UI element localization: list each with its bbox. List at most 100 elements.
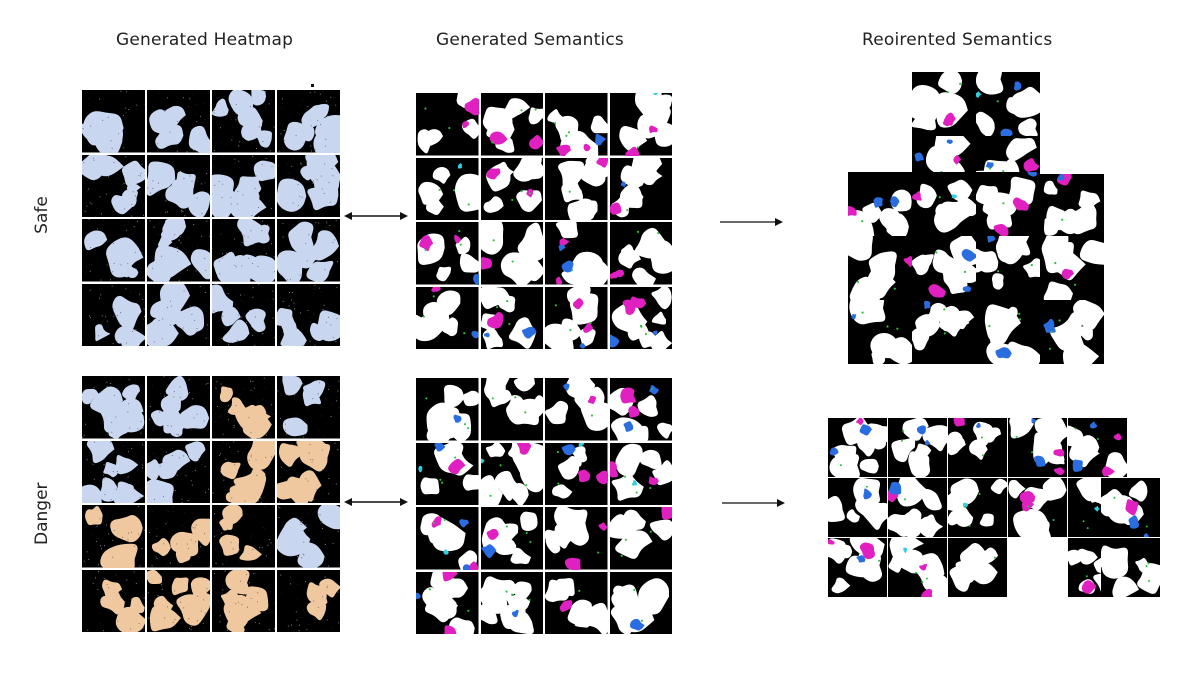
map-tile [545,222,608,285]
map-tile [212,440,275,503]
danger-reoriented-map [828,418,1160,598]
map-tile [147,440,210,503]
map-tile [212,283,275,346]
map-tile [1040,300,1104,364]
map-tile [888,538,947,597]
map-tile [82,219,145,282]
column-title-reoriented: Reoirented Semantics [862,30,1053,50]
map-tile [609,222,672,285]
map-tile [1101,538,1160,597]
map-tile [609,571,672,634]
map-tile [912,300,976,364]
safe-semantics-grid [416,93,672,349]
map-tile [609,507,672,570]
map-tile [480,442,543,505]
map-tile [480,378,543,441]
map-tile [277,440,340,503]
map-tile [545,286,608,349]
row-label-safe: Safe [32,196,52,234]
map-tile [948,418,1007,477]
map-tile [480,286,543,349]
map-tile [976,236,1040,300]
safe-heatmap-grid [82,90,340,346]
map-tile [147,505,210,568]
map-tile [416,222,479,285]
map-tile [277,569,340,632]
map-tile [212,90,275,153]
map-tile [416,93,479,156]
map-tile [480,157,543,220]
map-tile [277,219,340,282]
map-tile [1101,478,1160,537]
map-tile [609,378,672,441]
map-tile [848,300,912,364]
map-tile [416,571,479,634]
map-tile [976,300,1040,364]
map-tile [828,418,887,477]
column-title-semantics: Generated Semantics [436,30,624,50]
map-tile [147,376,210,439]
map-tile [147,569,210,632]
map-tile [609,93,672,156]
map-tile [416,378,479,441]
column-title-heatmap: Generated Heatmap [116,30,294,50]
speck-mark [311,84,314,87]
map-tile [948,478,1007,537]
map-tile [82,154,145,217]
map-tile [912,172,976,236]
map-tile [948,538,1007,597]
map-tile [828,538,887,597]
map-tile [1040,174,1104,238]
map-tile [82,90,145,153]
map-tile [277,505,340,568]
map-tile [212,569,275,632]
map-tile [277,154,340,217]
map-tile [1068,418,1127,477]
row-label-danger: Danger [32,482,52,545]
danger-semantics-grid [416,378,672,634]
map-tile [416,286,479,349]
map-tile [888,418,947,477]
map-tile [912,72,976,136]
map-tile [212,219,275,282]
map-tile [545,93,608,156]
map-tile [976,72,1040,136]
map-tile [82,505,145,568]
map-tile [480,93,543,156]
map-tile [545,507,608,570]
map-tile [480,571,543,634]
map-tile [212,154,275,217]
map-tile [545,378,608,441]
map-tile [1040,236,1104,300]
map-tile [82,283,145,346]
map-tile [828,478,887,537]
map-tile [1008,478,1067,537]
double-arrow-danger [344,498,408,506]
map-tile [545,442,608,505]
map-tile [277,376,340,439]
map-tile [1008,418,1067,477]
map-tile [277,90,340,153]
map-tile [416,442,479,505]
map-tile [848,172,912,236]
danger-heatmap-grid [82,376,340,632]
map-tile [609,286,672,349]
safe-reoriented-map [846,72,1106,364]
map-tile [147,219,210,282]
map-tile [277,283,340,346]
map-tile [609,157,672,220]
map-tile [888,478,947,537]
map-tile [480,222,543,285]
map-tile [212,376,275,439]
right-arrow-danger [722,499,785,507]
map-tile [976,172,1040,236]
map-tile [82,440,145,503]
map-tile [480,507,543,570]
map-tile [82,569,145,632]
map-tile [545,157,608,220]
map-tile [212,505,275,568]
map-tile [848,236,912,300]
double-arrow-safe [344,212,408,220]
map-tile [416,507,479,570]
map-tile [416,157,479,220]
